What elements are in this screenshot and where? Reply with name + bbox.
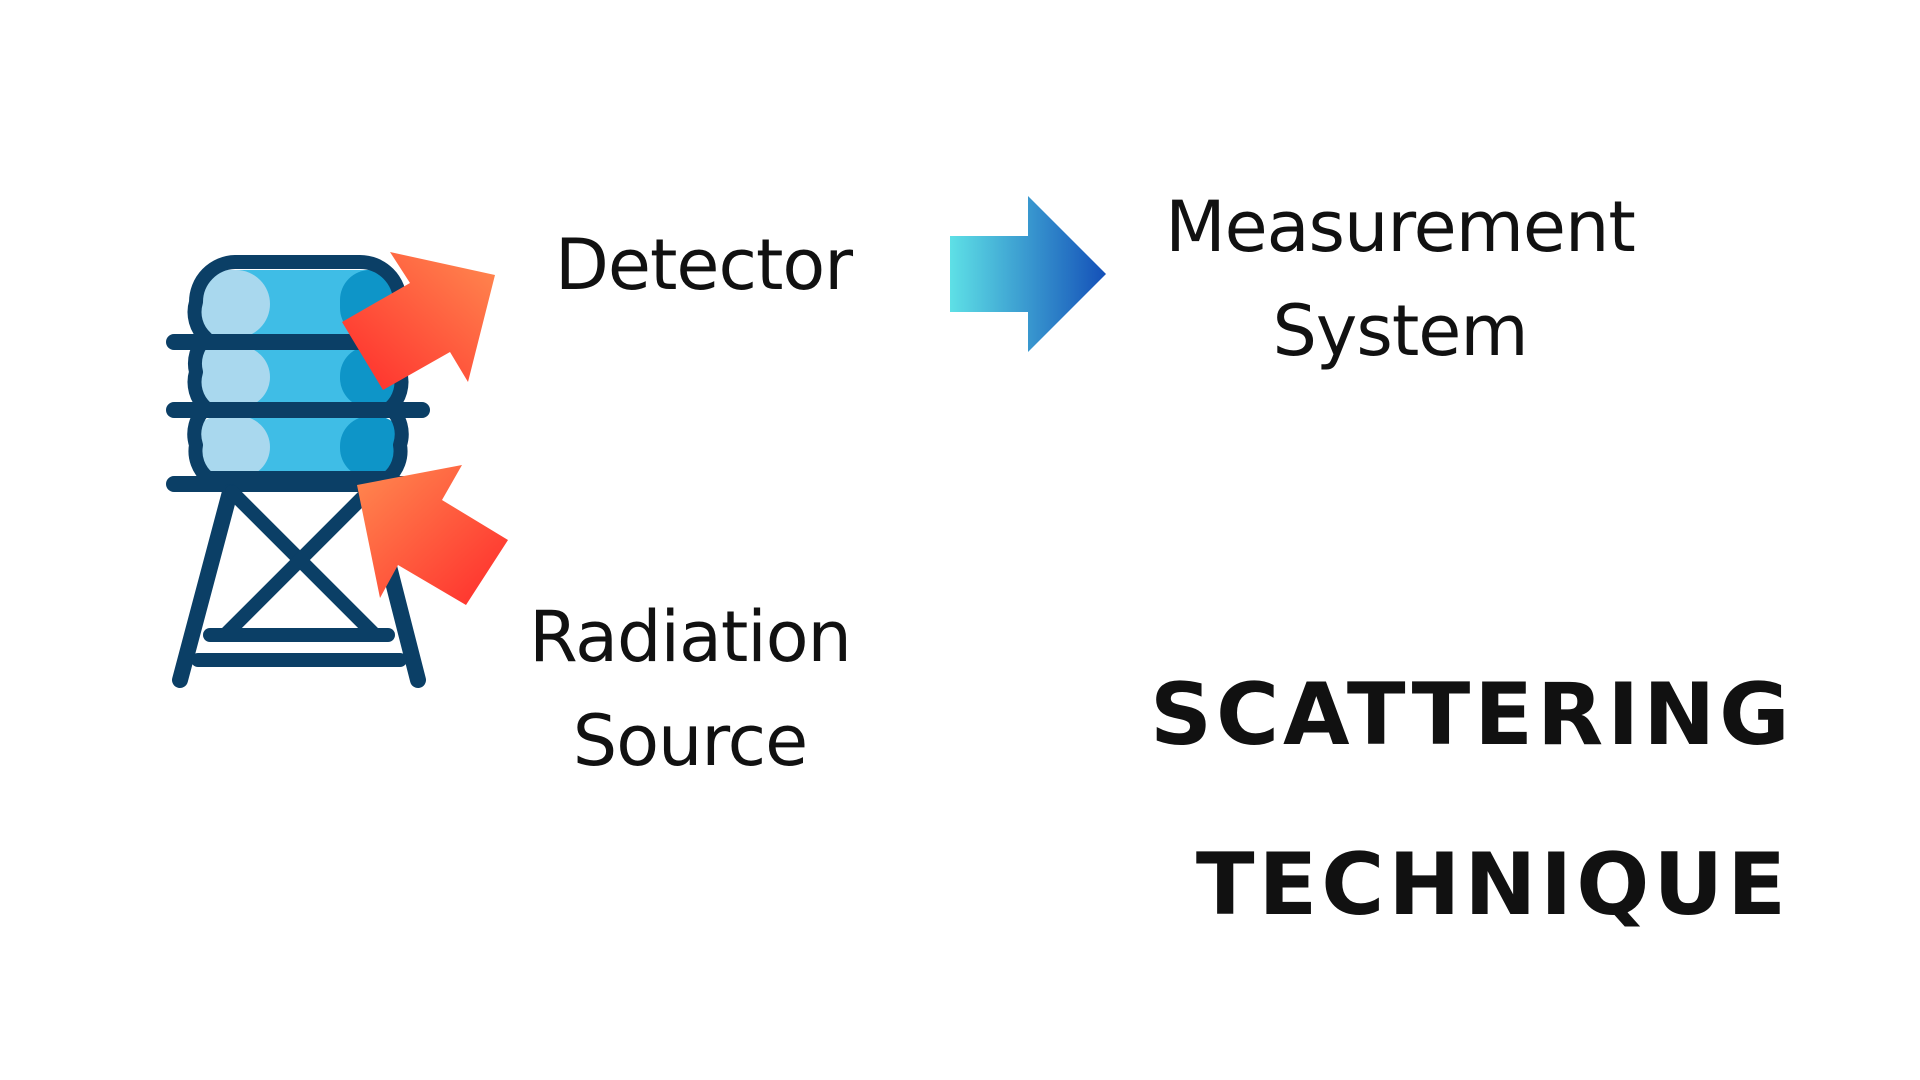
title-line2: TECHNIQUE: [1195, 835, 1790, 935]
measurement-system-label: Measurement System: [1100, 175, 1700, 383]
radiation-label-line1: Radiation: [529, 596, 852, 678]
water-tower-icon: [166, 255, 430, 688]
radiation-source-label: Radiation Source: [490, 585, 890, 793]
page-title: SCATTERING TECHNIQUE: [1150, 630, 1790, 970]
source-arrow-icon: [357, 465, 508, 605]
measurement-label-line2: System: [1272, 290, 1528, 372]
tank-band-middle: [190, 346, 405, 408]
title-line1: SCATTERING: [1150, 665, 1794, 765]
measurement-label-line1: Measurement: [1165, 186, 1636, 268]
tank-band-bottom: [190, 416, 405, 478]
flow-arrow-icon: [950, 196, 1106, 352]
radiation-label-line2: Source: [572, 700, 808, 782]
detector-label: Detector: [555, 224, 853, 306]
detector-arrow-icon: [342, 252, 495, 390]
